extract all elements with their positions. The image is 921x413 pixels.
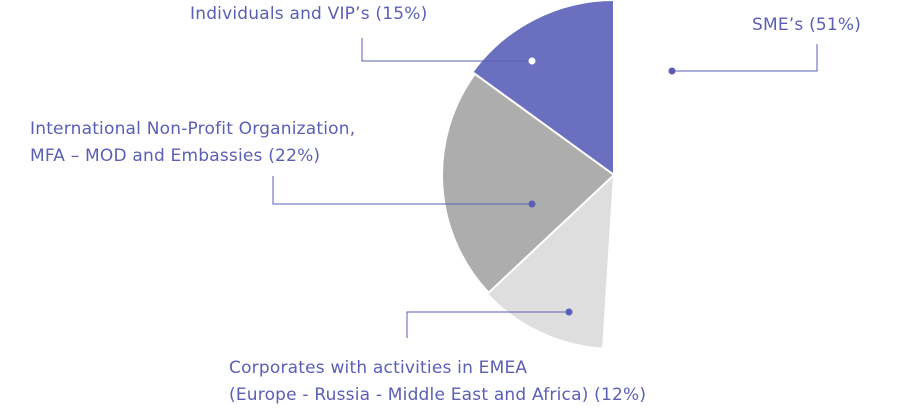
leader-marker-intl	[528, 200, 536, 208]
slice-label-corp: Corporates with activities in EMEA (Euro…	[229, 355, 646, 409]
slice-label-sme: SME’s (51%)	[752, 12, 861, 39]
pie-slice-corp	[485, 172, 616, 350]
leader-lines	[272, 38, 818, 338]
leader-line-corp	[406, 311, 569, 338]
slice-label-individuals-line-1: Individuals and VIP’s (15%)	[190, 4, 428, 24]
slice-label-individuals: Individuals and VIP’s (15%)	[190, 1, 427, 28]
leader-line-intl	[272, 176, 532, 205]
slice-label-sme-line-1: SME’s (51%)	[752, 15, 862, 35]
pie-slice-individuals	[471, 0, 615, 177]
pie-slice-sme	[603, 0, 790, 350]
pie-slices	[441, 0, 790, 350]
slice-label-intl: International Non-Profit Organization, M…	[30, 116, 355, 170]
slice-label-intl-line-1: International Non-Profit Organization,	[30, 119, 356, 139]
leader-line-individuals	[361, 38, 532, 62]
leader-marker-corp	[565, 308, 573, 316]
slice-label-corp-line-1: Corporates with activities in EMEA	[229, 358, 528, 378]
pie-slice-intl	[441, 72, 616, 295]
slice-label-intl-line-2: MFA – MOD and Embassies (22%)	[30, 146, 321, 166]
leader-marker-sme	[668, 67, 676, 75]
slice-label-corp-line-2: (Europe - Russia - Middle East and Afric…	[229, 385, 647, 405]
leader-marker-individuals	[528, 57, 536, 65]
leader-line-sme	[672, 44, 818, 72]
